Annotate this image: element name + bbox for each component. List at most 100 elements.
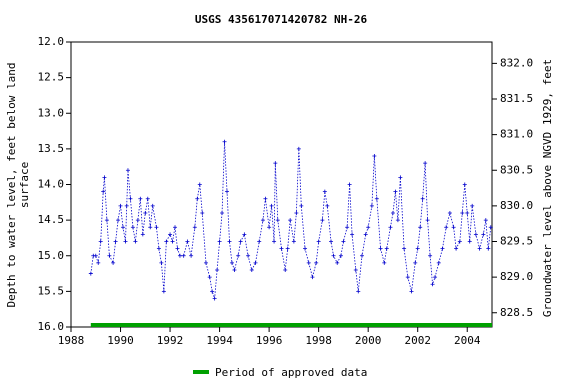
data-point	[273, 161, 278, 166]
data-point	[296, 146, 301, 151]
x-tick-label: 1994	[206, 334, 233, 347]
data-point	[440, 246, 445, 251]
data-point	[98, 239, 103, 244]
y-tick-label: 12.5	[38, 71, 65, 84]
y2-tick-label: 829.5	[500, 235, 533, 248]
data-point	[395, 218, 400, 223]
y-tick-label: 15.0	[38, 249, 65, 262]
data-point	[159, 260, 164, 265]
data-point	[253, 260, 258, 265]
data-point	[267, 225, 272, 230]
data-point	[325, 203, 330, 208]
data-point	[433, 275, 438, 280]
data-point	[154, 225, 159, 230]
data-point	[303, 246, 308, 251]
data-point	[374, 196, 379, 201]
data-point	[150, 203, 155, 208]
data-point	[316, 239, 321, 244]
data-point	[279, 246, 284, 251]
data-point	[462, 182, 467, 187]
data-point	[195, 196, 200, 201]
data-point	[220, 211, 225, 215]
data-point	[185, 239, 190, 244]
data-point	[212, 296, 217, 301]
data-point	[390, 211, 395, 215]
data-point	[314, 260, 319, 265]
data-point	[294, 211, 299, 215]
data-point	[168, 232, 173, 237]
y2-tick-label: 832.0	[500, 56, 533, 69]
data-point	[104, 218, 109, 223]
data-point	[322, 189, 327, 194]
data-point	[320, 218, 325, 223]
data-point	[156, 246, 161, 251]
data-point	[229, 260, 234, 265]
data-point	[93, 253, 98, 258]
data-point	[378, 246, 383, 251]
approved-period-bar	[90, 323, 492, 327]
x-tick-label: 1990	[107, 334, 134, 347]
data-point	[96, 260, 101, 265]
x-tick-label: 1996	[256, 334, 283, 347]
data-point	[306, 260, 311, 265]
x-tick-label: 2002	[404, 334, 431, 347]
data-point	[227, 239, 232, 244]
data-point	[133, 239, 138, 244]
data-point	[275, 218, 280, 223]
data-point	[477, 246, 482, 251]
data-point	[398, 175, 403, 180]
data-point	[415, 246, 420, 251]
y2-tick-label: 831.0	[500, 128, 533, 141]
data-point	[388, 225, 393, 230]
data-point	[236, 253, 241, 258]
data-point	[145, 196, 150, 201]
y2-tick-label: 828.5	[500, 306, 533, 319]
data-point	[107, 253, 112, 258]
data-point	[263, 196, 268, 201]
data-point	[118, 203, 123, 208]
legend-label: Period of approved data	[215, 366, 367, 379]
y2-tick-label: 830.0	[500, 199, 533, 212]
data-point	[177, 253, 182, 258]
data-point	[418, 225, 423, 230]
data-point	[384, 246, 389, 251]
data-point	[488, 225, 493, 230]
data-point	[465, 211, 470, 215]
data-point	[138, 196, 143, 201]
x-tick-label: 1992	[157, 334, 184, 347]
data-point	[257, 239, 262, 244]
data-point	[111, 260, 116, 265]
data-point	[331, 253, 336, 258]
data-point	[372, 154, 377, 158]
data-point	[447, 211, 452, 215]
data-point	[423, 161, 428, 166]
data-point	[123, 239, 128, 244]
data-point	[260, 218, 265, 223]
data-point	[467, 239, 472, 244]
data-point	[366, 225, 371, 230]
y2-axis-label: Groundwater level above NGVD 1929, feet	[541, 59, 554, 317]
data-point	[436, 260, 441, 265]
data-point	[393, 189, 398, 194]
y-axis-label: Depth to water level, feet below land su…	[5, 62, 31, 307]
data-point	[215, 268, 220, 272]
data-point	[486, 246, 491, 251]
data-point	[192, 225, 197, 230]
x-tick-label: 2000	[355, 334, 382, 347]
data-point	[125, 168, 130, 173]
x-tick-label: 1998	[305, 334, 332, 347]
y2-tick-label: 829.0	[500, 270, 533, 283]
plot-frame	[70, 41, 493, 328]
data-point	[143, 211, 148, 215]
data-point	[203, 260, 208, 265]
y-tick-label: 14.5	[38, 213, 65, 226]
data-point	[299, 203, 304, 208]
y-label-line: Depth to water level, feet below land	[5, 62, 18, 307]
y-tick-label: 14.0	[38, 178, 65, 191]
data-point	[222, 139, 227, 144]
data-point	[483, 218, 488, 223]
data-point	[382, 260, 387, 265]
data-point	[116, 218, 121, 223]
data-point	[353, 268, 358, 272]
